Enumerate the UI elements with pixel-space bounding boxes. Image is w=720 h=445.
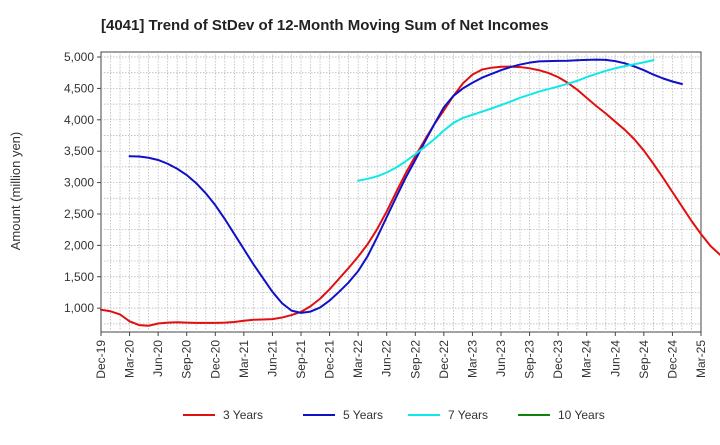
x-tick-label: Mar-25	[694, 340, 708, 378]
x-tick-label: Sep-24	[637, 340, 651, 379]
x-tick-label: Jun-22	[380, 340, 394, 377]
y-tick-label: 2,000	[64, 238, 94, 252]
y-tick-label: 4,000	[64, 113, 94, 127]
y-tick-label: 3,500	[64, 144, 94, 158]
series-line-7-years	[357, 59, 655, 182]
x-tick-label: Sep-23	[523, 340, 537, 379]
y-tick-label: 3,000	[64, 176, 94, 190]
y-tick-label: 1,000	[64, 301, 94, 315]
y-tick-label: 5,000	[64, 50, 94, 64]
series-line-5-years	[128, 58, 683, 314]
legend-label-3-years: 3 Years	[223, 408, 263, 422]
y-tick-label: 1,500	[64, 270, 94, 284]
legend-label-5-years: 5 Years	[343, 408, 383, 422]
x-tick-label: Mar-24	[580, 340, 594, 378]
x-tick-label: Mar-23	[465, 340, 479, 378]
x-tick-label: Dec-23	[551, 340, 565, 379]
x-tick-label: Sep-21	[294, 340, 308, 379]
y-tick-label: 4,500	[64, 81, 94, 95]
x-tick-label: Sep-22	[408, 340, 422, 379]
x-tick-label: Mar-21	[237, 340, 251, 378]
chart-title: [4041] Trend of StDev of 12-Month Moving…	[101, 17, 549, 34]
x-tick-label: Dec-19	[94, 340, 108, 379]
x-tick-label: Jun-23	[494, 340, 508, 377]
x-tick-label: Mar-20	[123, 340, 137, 378]
legend-label-10-years: 10 Years	[558, 408, 605, 422]
x-tick-label: Dec-24	[665, 340, 679, 379]
x-tick-label: Dec-22	[437, 340, 451, 379]
y-axis-label: Amount (million yen)	[8, 132, 23, 251]
x-tick-label: Dec-21	[323, 340, 337, 379]
x-tick-label: Dec-20	[208, 340, 222, 379]
legend-label-7-years: 7 Years	[448, 408, 488, 422]
x-tick-label: Mar-22	[351, 340, 365, 378]
series-line-3-years	[100, 65, 720, 327]
y-tick-label: 2,500	[64, 207, 94, 221]
x-tick-label: Jun-21	[265, 340, 279, 377]
x-tick-label: Jun-20	[151, 340, 165, 377]
plot-area	[100, 51, 702, 333]
x-tick-label: Jun-24	[608, 340, 622, 377]
x-tick-label: Sep-20	[180, 340, 194, 379]
